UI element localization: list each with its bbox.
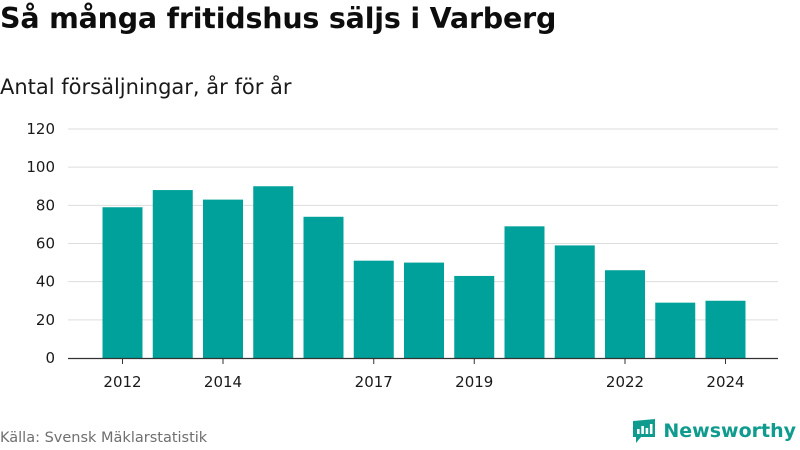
y-tick-label: 40 (36, 273, 55, 291)
chart-title: Så många fritidshus säljs i Varberg (0, 2, 557, 35)
newsworthy-brand: Newsworthy (632, 418, 796, 444)
chart-subtitle: Antal försäljningar, år för år (0, 75, 292, 99)
y-tick-label: 60 (36, 235, 55, 253)
y-tick-label: 80 (36, 196, 55, 214)
x-tick-label: 2017 (355, 373, 393, 391)
bar-2024 (705, 300, 746, 358)
brand-name: Newsworthy (663, 420, 796, 442)
bar-2019 (454, 275, 495, 358)
newsworthy-logo-icon (633, 419, 656, 443)
x-tick-label: 2014 (204, 373, 242, 391)
bar-2023 (655, 302, 696, 358)
x-tick-label: 2012 (103, 373, 141, 391)
bar-2012 (102, 207, 143, 358)
source-note: Källa: Svensk Mäklarstatistik (0, 430, 208, 446)
y-tick-label: 0 (45, 349, 55, 367)
bar-2013 (152, 190, 193, 358)
bar-2016 (303, 216, 344, 358)
x-axis-labels: 2012 2014 2017 2019 2022 2024 (103, 373, 744, 391)
bar-2020 (504, 226, 545, 358)
bar-2017 (353, 260, 394, 358)
bar-2018 (404, 262, 444, 358)
bar-2015 (253, 186, 294, 358)
y-tick-label: 100 (26, 158, 55, 176)
y-axis-labels: 0 20 40 60 80 100 120 (26, 120, 55, 367)
x-tick-label: 2019 (455, 373, 493, 391)
bar-2014 (203, 199, 243, 358)
y-tick-label: 120 (26, 120, 55, 138)
bar-2022 (605, 270, 645, 358)
x-tick-label: 2024 (706, 373, 744, 391)
x-axis (68, 357, 778, 364)
bar-2021 (554, 245, 595, 358)
y-tick-label: 20 (36, 311, 55, 329)
bars (102, 186, 746, 358)
x-tick-label: 2022 (606, 373, 644, 391)
